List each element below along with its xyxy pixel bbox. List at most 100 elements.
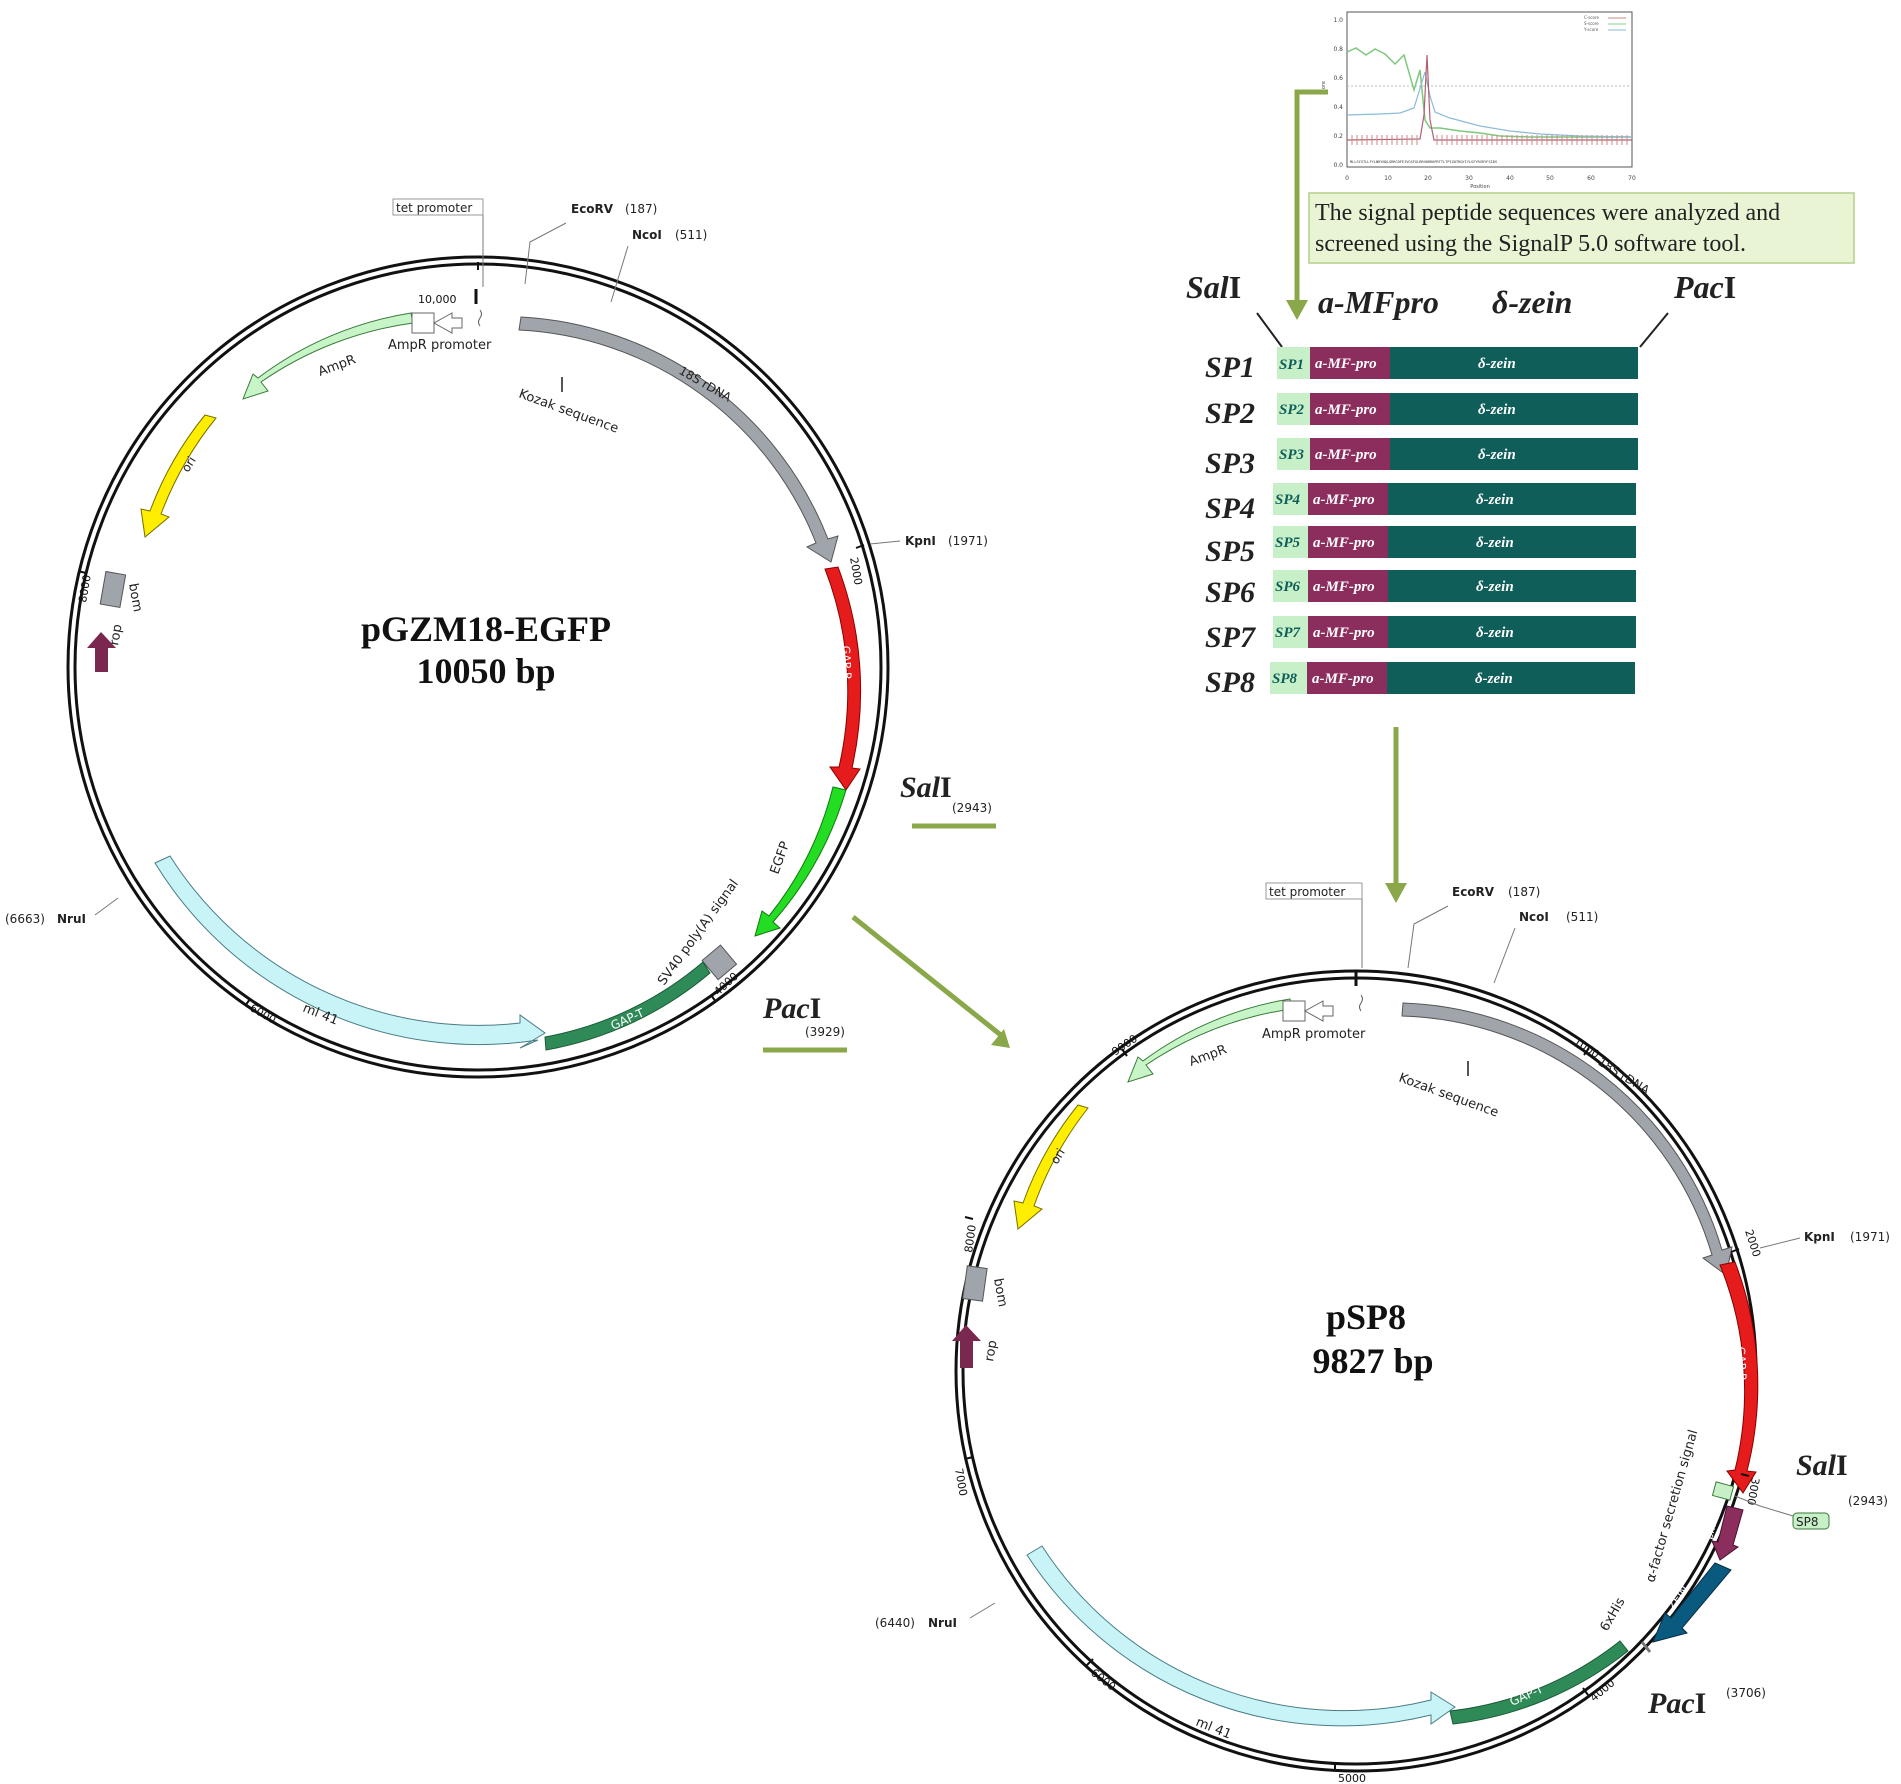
zein-segment xyxy=(1388,526,1636,558)
tick-label: 7000 xyxy=(952,1467,970,1497)
ecorv-pos: (187) xyxy=(625,202,657,216)
sali-annotation-1: SalI (2943) xyxy=(900,771,996,829)
tet-squiggle xyxy=(478,309,482,327)
y-score-line xyxy=(1346,71,1633,138)
sp-segment xyxy=(1273,483,1308,515)
gap-p-arrow xyxy=(824,566,862,791)
arrow-pgzm-to-psp8 xyxy=(851,915,1004,1038)
nrui-label: NruI xyxy=(928,1616,957,1630)
mf-label: a-MF-pro xyxy=(1313,492,1375,508)
kpni-pos: (1971) xyxy=(948,534,988,548)
his-label: 6xHis xyxy=(1597,1595,1628,1634)
tet-promoter-label: tet promoter xyxy=(396,201,472,215)
zein-segment xyxy=(1390,438,1638,470)
legend-entry: C-score xyxy=(1584,15,1600,20)
rop-arrow xyxy=(87,632,116,672)
ori-arrow xyxy=(140,414,217,538)
chart-xticks: 0 10 20 30 40 50 60 70 xyxy=(1345,175,1636,182)
site-labels: tet promoter EcoRV (187) NcoI (511) KpnI… xyxy=(875,882,1890,1630)
construct-label: SP3 xyxy=(1205,447,1255,480)
chart-ylabel: Score xyxy=(1321,81,1327,95)
mf-segment xyxy=(1310,438,1390,470)
zein-segment xyxy=(1387,662,1635,694)
zein-segment xyxy=(1388,616,1636,648)
ml41-arrow xyxy=(1026,1545,1456,1727)
bom-label: bom xyxy=(125,582,145,613)
sp-label: SP8 xyxy=(1272,671,1298,687)
kpni-leader xyxy=(1759,1237,1801,1249)
plasmid-psp8: 1000 2000 3000 4000 5000 6000 7000 8000 … xyxy=(875,882,1890,1784)
sp-segment xyxy=(1277,438,1310,470)
ampr-promoter-box xyxy=(1282,1000,1306,1022)
tet-promoter-box xyxy=(392,198,484,216)
ampr-arrow xyxy=(1127,998,1293,1083)
ecorv-leader xyxy=(1407,905,1449,969)
gap-p-label: GAP-P xyxy=(839,645,854,679)
header-pac: PacI xyxy=(1673,269,1736,305)
ncoi-label: NcoI xyxy=(1519,910,1549,924)
mf-label: a-MF-pro xyxy=(1313,535,1375,551)
mf-label: a-MF-pro xyxy=(1312,671,1374,687)
ampr-promoter-label: AmpR promoter xyxy=(1262,1027,1366,1042)
nrui-leader xyxy=(94,897,119,916)
ytick-label: 0.6 xyxy=(1333,75,1343,82)
analysis-note: The signal peptide sequences were analyz… xyxy=(1308,192,1855,264)
sp-label: SP5 xyxy=(1275,535,1301,551)
construct-rows: SP1 SP1 a-MF-pro δ-zein SP2 SP2 a-MF-pro… xyxy=(1205,347,1638,699)
kpni-label: KpnI xyxy=(1804,1230,1835,1244)
bom-box xyxy=(962,1265,988,1302)
nrui-leader xyxy=(969,1602,996,1619)
mf-label: a-MF-pro xyxy=(1315,402,1377,418)
sali-label: SalI xyxy=(1796,1449,1848,1482)
arrow-chart-to-constructs xyxy=(1294,89,1328,305)
construct-label: SP1 xyxy=(1205,351,1255,384)
tick-label: 2000 xyxy=(847,556,865,586)
tick-labels: 1000 2000 3000 4000 5000 6000 7000 8000 … xyxy=(952,1032,1763,1784)
mf-label: a-MF-pro xyxy=(1315,356,1377,372)
ecorv-leader xyxy=(524,222,567,285)
sp-label: SP3 xyxy=(1279,447,1305,463)
mf-label: a-MF-pro xyxy=(1313,579,1375,595)
sp8-label: SP8 xyxy=(1796,1515,1819,1529)
zein-arrow xyxy=(1652,1562,1732,1643)
construct-label: SP4 xyxy=(1205,492,1255,525)
sv40-box xyxy=(701,944,738,981)
mf-label: a-MF-pro xyxy=(1315,447,1377,463)
zein-label: δ-zein xyxy=(1476,625,1514,641)
sp8-box xyxy=(1711,1481,1735,1501)
tick-label: 6000 xyxy=(248,1001,279,1026)
mf-segment xyxy=(1310,347,1390,379)
ampr-promoter-arrow xyxy=(432,312,463,334)
mf-segment xyxy=(1308,616,1388,648)
mf-segment xyxy=(1308,483,1388,515)
ecorv-pos: (187) xyxy=(1508,885,1540,899)
construct-row: SP8 SP8 a-MF-pro δ-zein xyxy=(1205,662,1635,699)
rop-arrow xyxy=(952,1325,981,1368)
pro-label: pr... xyxy=(1704,1520,1720,1541)
sali-pos: (2943) xyxy=(1848,1494,1888,1508)
tet-squiggle xyxy=(1359,994,1363,1012)
note-line-1: The signal peptide sequences were analyz… xyxy=(1315,200,1780,226)
sp-label: SP1 xyxy=(1279,357,1304,373)
bom-label: bom xyxy=(990,1277,1010,1308)
alpha-label: α-factor secretion signal xyxy=(1643,1428,1701,1584)
ring-ticks xyxy=(77,262,865,1007)
rdna-arrow xyxy=(1401,1002,1733,1276)
sp-segment xyxy=(1273,570,1308,602)
ampr-arrow xyxy=(242,312,414,400)
chart-legend: C-score S-score Y-score xyxy=(1583,15,1626,32)
sp-label: SP7 xyxy=(1275,625,1301,641)
pac-pointer xyxy=(1639,312,1669,348)
egfp-arrow xyxy=(754,786,847,937)
ytick-label: 0.2 xyxy=(1333,133,1343,140)
ytick-label: 0.4 xyxy=(1333,104,1343,111)
nrui-pos: (6663) xyxy=(5,912,45,926)
header-sal: SalI xyxy=(1186,269,1241,305)
s-score-line xyxy=(1346,47,1632,138)
arrowhead-diag xyxy=(991,1029,1010,1048)
gap-p-label: GAP-P xyxy=(1734,1346,1749,1380)
sp-segment xyxy=(1277,393,1310,425)
sp-segment xyxy=(1273,526,1308,558)
rop-label: rop xyxy=(107,623,125,647)
tick-label: 5000 xyxy=(1338,1772,1366,1784)
